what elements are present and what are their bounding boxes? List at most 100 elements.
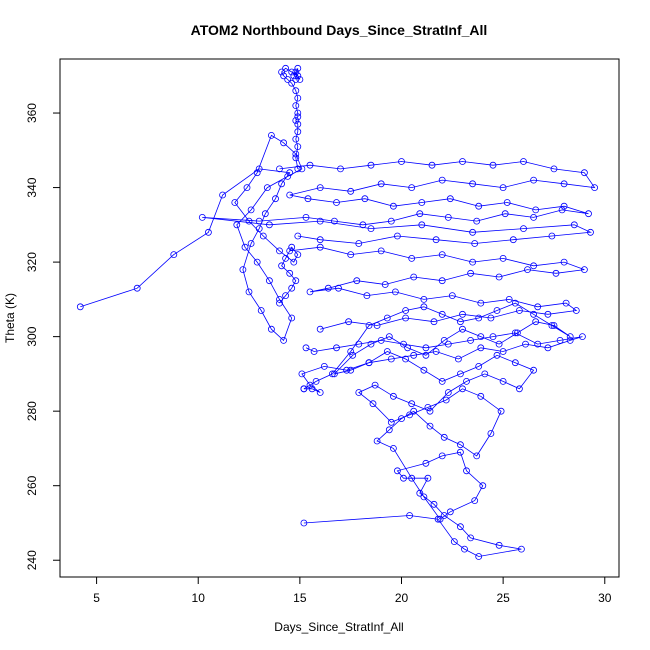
data-point xyxy=(556,336,564,344)
plot-area-border xyxy=(59,58,620,578)
data-point xyxy=(450,538,458,545)
data-point xyxy=(288,243,296,251)
data-point xyxy=(570,221,578,229)
data-point xyxy=(198,213,206,221)
data-point xyxy=(479,482,487,490)
data-point xyxy=(456,448,464,456)
data-point xyxy=(560,202,568,210)
data-point xyxy=(276,299,283,307)
data-point xyxy=(330,217,338,225)
data-point xyxy=(402,307,410,314)
data-point xyxy=(408,474,416,482)
data-point xyxy=(550,165,558,173)
data-point xyxy=(438,377,446,385)
data-point xyxy=(454,355,462,363)
data-point xyxy=(316,243,324,251)
data-point xyxy=(422,459,430,467)
x-tick-label: 30 xyxy=(598,591,612,605)
data-point xyxy=(440,512,448,519)
data-point xyxy=(328,370,336,378)
data-point xyxy=(398,158,405,165)
data-point xyxy=(420,303,428,311)
data-point xyxy=(333,199,340,206)
data-point xyxy=(520,158,527,165)
data-point xyxy=(133,284,141,292)
data-point xyxy=(530,213,537,221)
data-point xyxy=(377,180,385,188)
data-point xyxy=(292,68,300,76)
data-point xyxy=(288,79,296,87)
data-point xyxy=(257,307,265,314)
data-point xyxy=(259,232,267,240)
data-point xyxy=(530,176,537,184)
data-point xyxy=(387,355,395,363)
data-point xyxy=(426,407,434,415)
data-point xyxy=(530,310,537,318)
data-point xyxy=(408,254,416,262)
data-point xyxy=(316,325,324,333)
data-point xyxy=(505,295,513,303)
data-point xyxy=(410,351,418,359)
data-point xyxy=(481,370,489,378)
y-tick-label: 340 xyxy=(25,177,39,197)
data-point xyxy=(355,389,363,396)
data-point xyxy=(245,217,253,225)
data-point xyxy=(534,303,542,311)
data-point xyxy=(495,340,503,348)
series-line xyxy=(202,161,596,244)
data-point xyxy=(383,314,391,322)
data-point xyxy=(219,191,227,199)
data-point xyxy=(292,135,300,143)
data-point xyxy=(335,284,342,292)
data-point xyxy=(381,281,389,288)
y-tick-label: 320 xyxy=(25,252,39,272)
data-point xyxy=(353,277,361,285)
series-line xyxy=(289,246,585,330)
x-axis: 5 10 15 20 25 30 xyxy=(93,576,612,605)
data-point xyxy=(566,336,574,344)
x-tick-label: 10 xyxy=(192,591,206,605)
data-point xyxy=(520,225,527,233)
data-point xyxy=(365,322,373,329)
chart-title: ATOM2 Northbound Days_Since_StratInf_All xyxy=(191,22,488,38)
data-point xyxy=(361,195,369,203)
data-point xyxy=(416,489,424,497)
data-point xyxy=(343,366,351,374)
x-tick-label: 20 xyxy=(395,591,409,605)
data-point xyxy=(400,474,407,482)
data-point xyxy=(292,117,300,124)
data-point xyxy=(241,243,249,251)
data-point xyxy=(320,362,328,370)
data-point xyxy=(552,269,560,277)
data-point xyxy=(389,444,397,452)
data-point xyxy=(377,247,385,255)
data-point xyxy=(581,169,588,177)
data-point xyxy=(420,493,428,501)
data-point xyxy=(467,534,475,542)
data-point xyxy=(560,180,568,188)
data-point xyxy=(550,322,558,329)
data-point xyxy=(511,359,519,367)
data-point xyxy=(475,202,483,210)
x-tick-label: 5 xyxy=(93,591,100,605)
series-line xyxy=(80,134,303,342)
data-point xyxy=(385,333,393,341)
data-point xyxy=(518,545,525,553)
data-point xyxy=(406,411,414,419)
data-point xyxy=(298,370,306,378)
data-point xyxy=(424,403,432,411)
data-point xyxy=(316,389,324,396)
data-point xyxy=(294,113,302,121)
series-line xyxy=(281,67,301,169)
data-point xyxy=(477,299,485,307)
data-point xyxy=(475,362,483,370)
data-point xyxy=(231,199,239,206)
data-point xyxy=(282,254,290,262)
data-point xyxy=(292,102,300,109)
plot-marks xyxy=(76,64,598,560)
data-point xyxy=(300,519,308,527)
data-point xyxy=(296,76,304,83)
data-point xyxy=(76,303,84,311)
data-point xyxy=(585,210,592,218)
data-point xyxy=(393,232,401,240)
